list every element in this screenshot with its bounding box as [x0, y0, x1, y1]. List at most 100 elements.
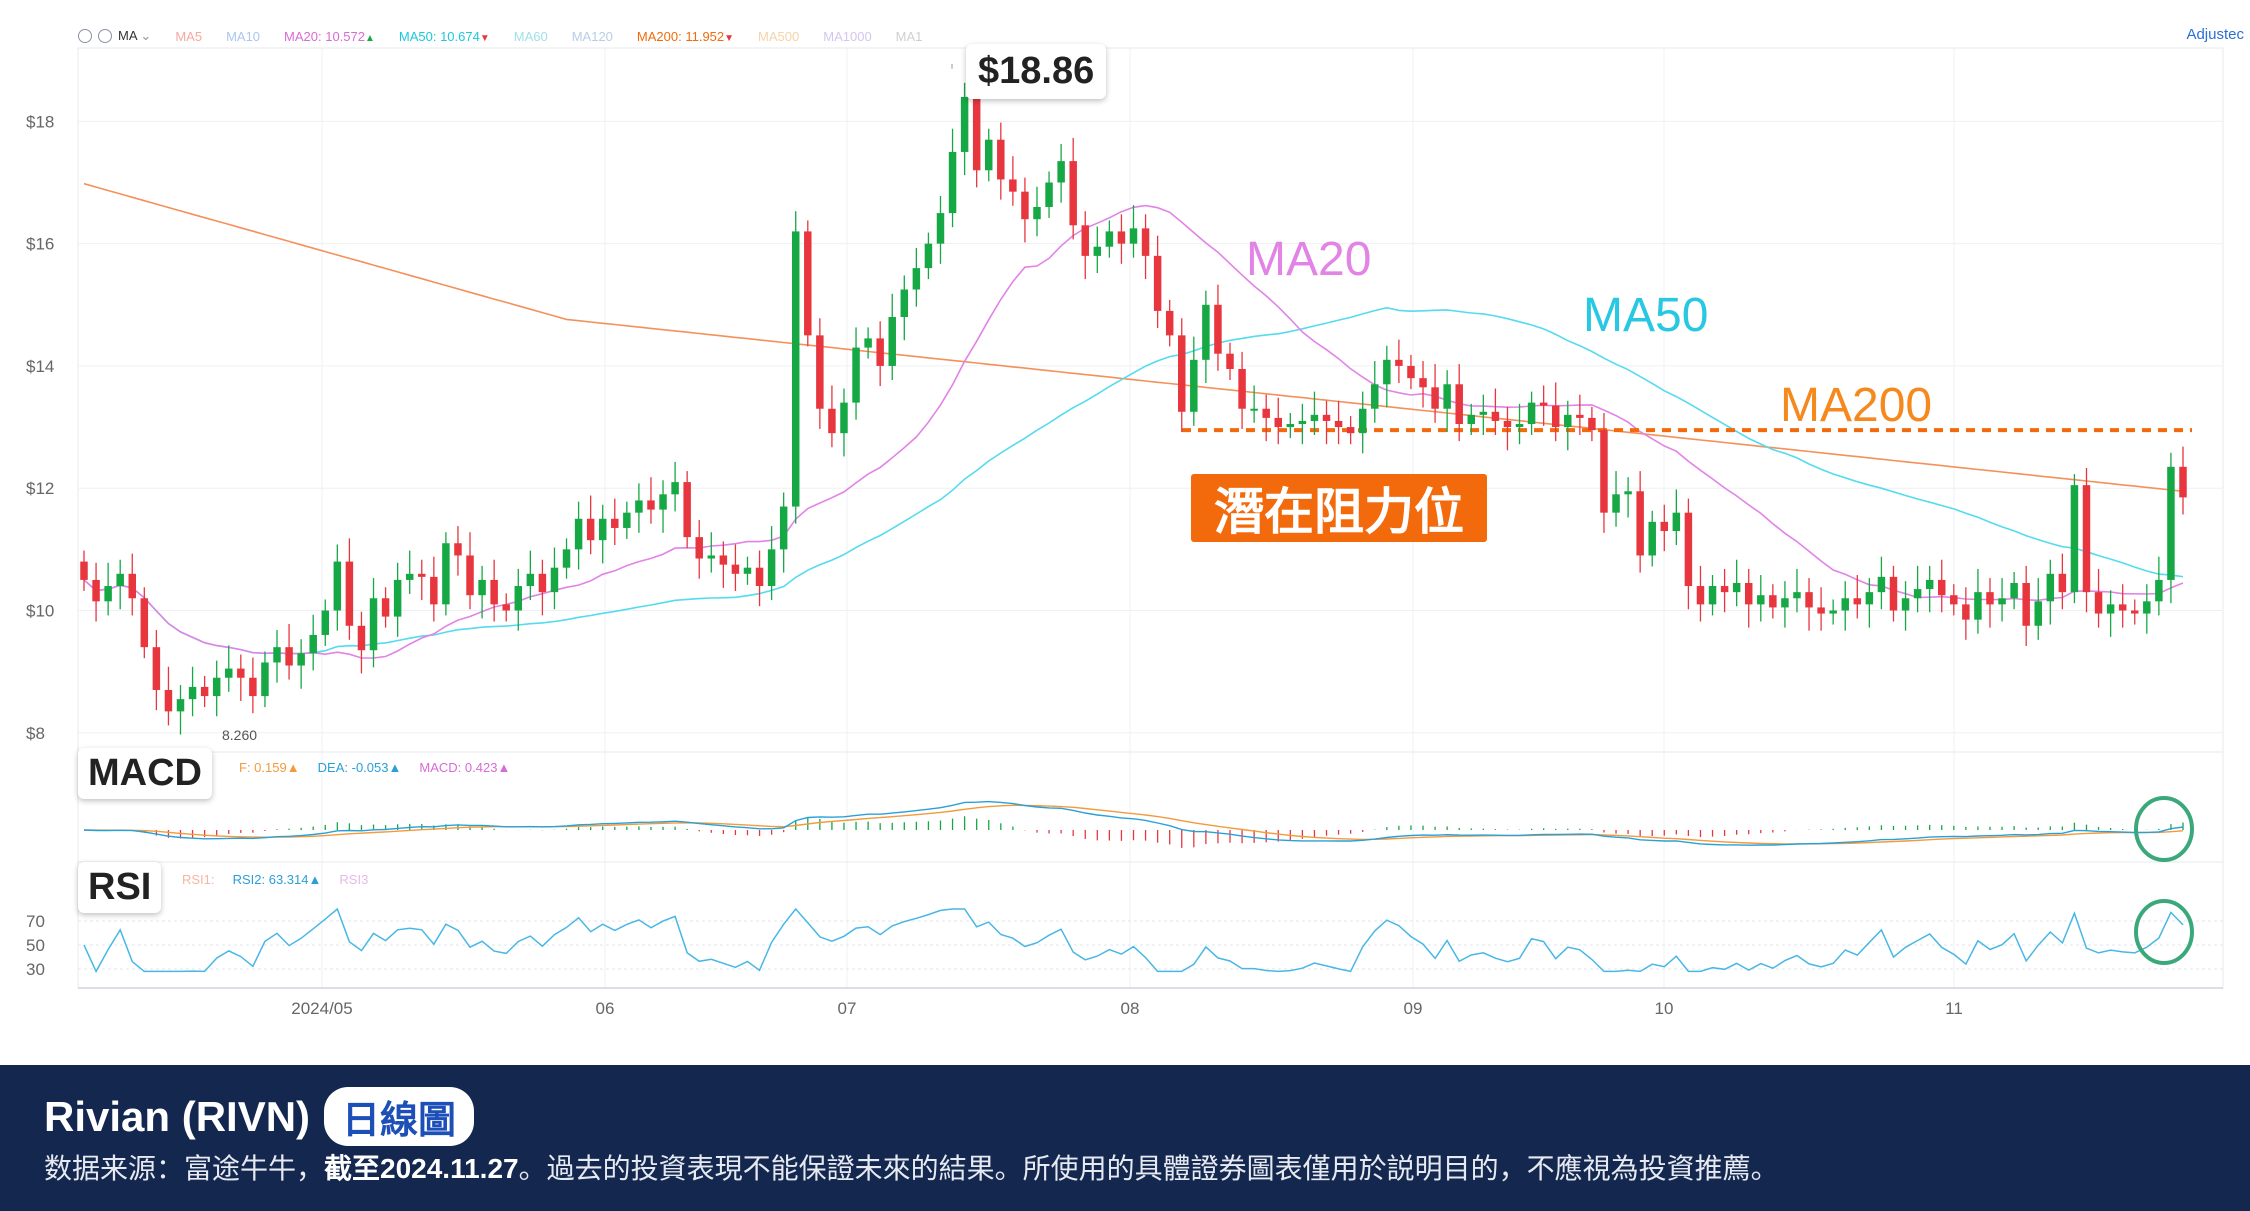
- candle-body: [478, 579, 486, 596]
- candle-body: [430, 576, 438, 605]
- candle-body: [1298, 420, 1307, 425]
- candle-body: [936, 213, 945, 244]
- candle-body: [1853, 598, 1862, 605]
- candle-body: [104, 586, 112, 602]
- legend-ma10[interactable]: MA10: [226, 28, 261, 44]
- candle-body: [550, 567, 559, 593]
- legend-ma5[interactable]: MA5: [175, 28, 203, 44]
- candle-body: [743, 567, 752, 574]
- candle-body: [1334, 420, 1343, 428]
- legend-ma60[interactable]: MA60: [513, 28, 548, 44]
- candle-body: [1322, 414, 1331, 421]
- candle-body: [514, 586, 523, 611]
- legend-ma120[interactable]: MA120: [571, 28, 613, 44]
- candle-body: [840, 402, 848, 434]
- candle-body: [719, 555, 728, 565]
- candle-body: [671, 482, 679, 495]
- candle-body: [345, 561, 354, 626]
- candle-body: [1407, 365, 1415, 379]
- macd-highlight-circle: [2134, 796, 2194, 862]
- candle-body: [767, 549, 776, 587]
- candle-body: [1564, 414, 1572, 428]
- candle-body: [1913, 589, 1922, 599]
- x-tick-label: 06: [596, 999, 615, 1018]
- footer: Rivian (RIVN) 日線圖 数据来源：富途牛牛，截至2024.11.27…: [0, 1065, 2250, 1211]
- candle-body: [2155, 579, 2163, 602]
- legend-ma1[interactable]: MA1: [895, 28, 923, 44]
- candle-body: [828, 408, 836, 434]
- candle-body: [1129, 228, 1138, 244]
- candle-body: [1443, 384, 1451, 409]
- legend-ma1000[interactable]: MA1000: [823, 28, 872, 44]
- candle-body: [791, 231, 800, 507]
- settings-icon[interactable]: [78, 29, 92, 43]
- candle-body: [1925, 579, 1934, 590]
- candle-body: [393, 579, 402, 617]
- candle-body: [2034, 601, 2042, 626]
- candle-body: [1286, 424, 1295, 428]
- candle-body: [647, 500, 655, 510]
- legend-ma500[interactable]: MA500: [758, 28, 800, 44]
- candle-body: [864, 338, 872, 348]
- rsi3-label: RSI3: [339, 872, 369, 887]
- ma50-label: MA50: [1583, 289, 1709, 342]
- rsi1-label: RSI1:: [182, 872, 215, 887]
- ma-selector-label: MA: [118, 28, 137, 43]
- candle-body: [1021, 191, 1029, 220]
- ma-selector[interactable]: MA ⌄: [118, 28, 151, 44]
- y-tick-label: $16: [26, 235, 54, 254]
- candle-body: [526, 573, 535, 587]
- macd-legend: F: 0.159▲ DEA: -0.053▲ MACD: 0.423▲: [239, 760, 510, 775]
- candle-body: [1262, 408, 1270, 418]
- candle-body: [273, 647, 281, 663]
- low-price-label: 8.260: [222, 727, 257, 743]
- candle-body: [1358, 408, 1367, 434]
- candle-body: [876, 338, 884, 366]
- candle-body: [1226, 353, 1234, 369]
- rsi-tag: RSI: [78, 862, 162, 913]
- y-tick-label: $8: [26, 724, 45, 743]
- candle-body: [1057, 161, 1065, 183]
- candle-body: [1419, 378, 1427, 388]
- y-tick-label: $14: [26, 357, 54, 376]
- candle-body: [116, 573, 124, 587]
- candle-body: [611, 518, 619, 528]
- candle-body: [200, 686, 209, 697]
- candle-body: [1865, 592, 1874, 605]
- candle-body: [309, 634, 317, 654]
- adjusted-toggle[interactable]: Adjustec: [2186, 26, 2244, 43]
- candle-body: [1081, 225, 1089, 256]
- candle-body: [369, 598, 378, 651]
- footer-title: Rivian (RIVN) 日線圖: [44, 1087, 475, 1146]
- x-tick-label: 08: [1121, 999, 1140, 1018]
- candle-body: [1274, 417, 1282, 428]
- candle-body: [285, 647, 293, 666]
- resistance-label: 潛在阻力位: [1191, 474, 1487, 542]
- candle-body: [1660, 521, 1669, 532]
- candle-body: [2058, 573, 2067, 593]
- legend-ma200[interactable]: MA200: 11.952▼: [636, 28, 735, 44]
- macd-label: MACD:: [419, 760, 462, 775]
- legend-ma50[interactable]: MA50: 10.674▼: [398, 28, 490, 44]
- candle-body: [1117, 231, 1126, 244]
- candle-body: [1105, 231, 1114, 247]
- candle-body: [1576, 414, 1584, 418]
- candle-body: [574, 518, 583, 550]
- stock-name: Rivian (RIVN): [44, 1092, 311, 1140]
- candle-body: [623, 512, 631, 528]
- candle-body: [1720, 586, 1729, 593]
- candle-body: [1889, 576, 1898, 611]
- macd-tag: MACD: [78, 748, 212, 799]
- hide-icon[interactable]: [98, 29, 112, 43]
- ma20-label: MA20: [1246, 233, 1372, 286]
- candle-body: [695, 537, 703, 559]
- candle-body: [1877, 576, 1886, 593]
- candle-body: [731, 564, 740, 574]
- candle-body: [466, 555, 474, 596]
- candle-body: [212, 677, 221, 697]
- x-tick-label: 09: [1404, 999, 1423, 1018]
- candle-body: [225, 668, 233, 678]
- legend-ma20[interactable]: MA20: 10.572▲: [284, 28, 375, 44]
- candle-body: [1588, 417, 1596, 431]
- candle-body: [707, 555, 716, 559]
